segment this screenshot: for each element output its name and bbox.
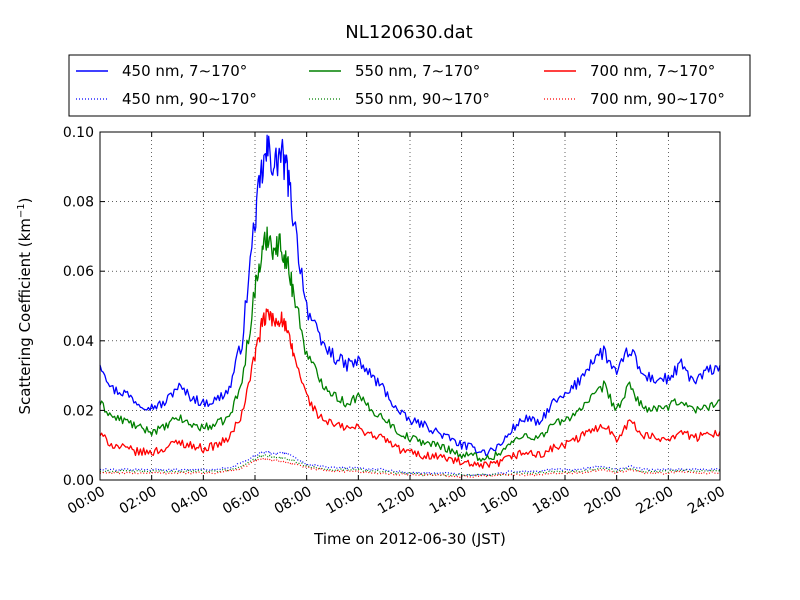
- legend-label: 450 nm, 7∼170°: [122, 62, 247, 80]
- legend-label: 700 nm, 7∼170°: [590, 62, 715, 80]
- series-line: [99, 134, 721, 457]
- legend-label: 700 nm, 90∼170°: [590, 90, 725, 108]
- x-tick-label: 16:00: [478, 484, 521, 518]
- y-axis-label-main: Scattering Coefficient (km: [16, 218, 34, 414]
- series-line: [99, 226, 721, 462]
- y-tick-label: 0.10: [63, 125, 94, 141]
- legend-label: 550 nm, 7∼170°: [355, 62, 480, 80]
- x-tick-label: 14:00: [427, 484, 470, 518]
- legend-label: 450 nm, 90∼170°: [122, 90, 257, 108]
- series-line: [99, 458, 721, 479]
- x-tick-label: 10:00: [323, 484, 366, 518]
- y-tick-label: 0.02: [63, 403, 94, 419]
- x-tick-label: 02:00: [117, 484, 160, 518]
- x-tick-label: 12:00: [375, 484, 418, 518]
- series-line: [99, 454, 721, 477]
- chart-title: NL120630.dat: [345, 22, 472, 43]
- x-tick-label: 22:00: [633, 484, 676, 518]
- series-line: [99, 308, 721, 469]
- x-tick-label: 18:00: [530, 484, 573, 518]
- y-axis-label: Scattering Coefficient (km−1): [16, 197, 34, 414]
- y-axis-label-unit-exponent: −1: [16, 203, 27, 218]
- x-axis-label: Time on 2012-06-30 (JST): [313, 530, 506, 548]
- legend-label: 550 nm, 90∼170°: [355, 90, 490, 108]
- y-tick-label: 0.08: [63, 195, 94, 211]
- y-tick-label: 0.00: [63, 473, 94, 489]
- x-tick-label: 20:00: [582, 484, 625, 518]
- series-layer: [99, 134, 721, 479]
- x-tick-label: 04:00: [168, 484, 211, 518]
- series-line: [99, 450, 721, 477]
- x-tick-label: 06:00: [220, 484, 263, 518]
- legend: 450 nm, 7∼170° 550 nm, 7∼170° 700 nm, 7∼17…: [68, 54, 751, 117]
- x-tick-label: 24:00: [685, 484, 728, 518]
- y-tick-label: 0.06: [63, 264, 94, 280]
- grid: [100, 132, 720, 480]
- y-tick-label: 0.04: [63, 334, 94, 350]
- legend-box: [68, 54, 751, 117]
- y-axis-label-tail: ): [16, 197, 34, 203]
- x-tick-label: 08:00: [272, 484, 315, 518]
